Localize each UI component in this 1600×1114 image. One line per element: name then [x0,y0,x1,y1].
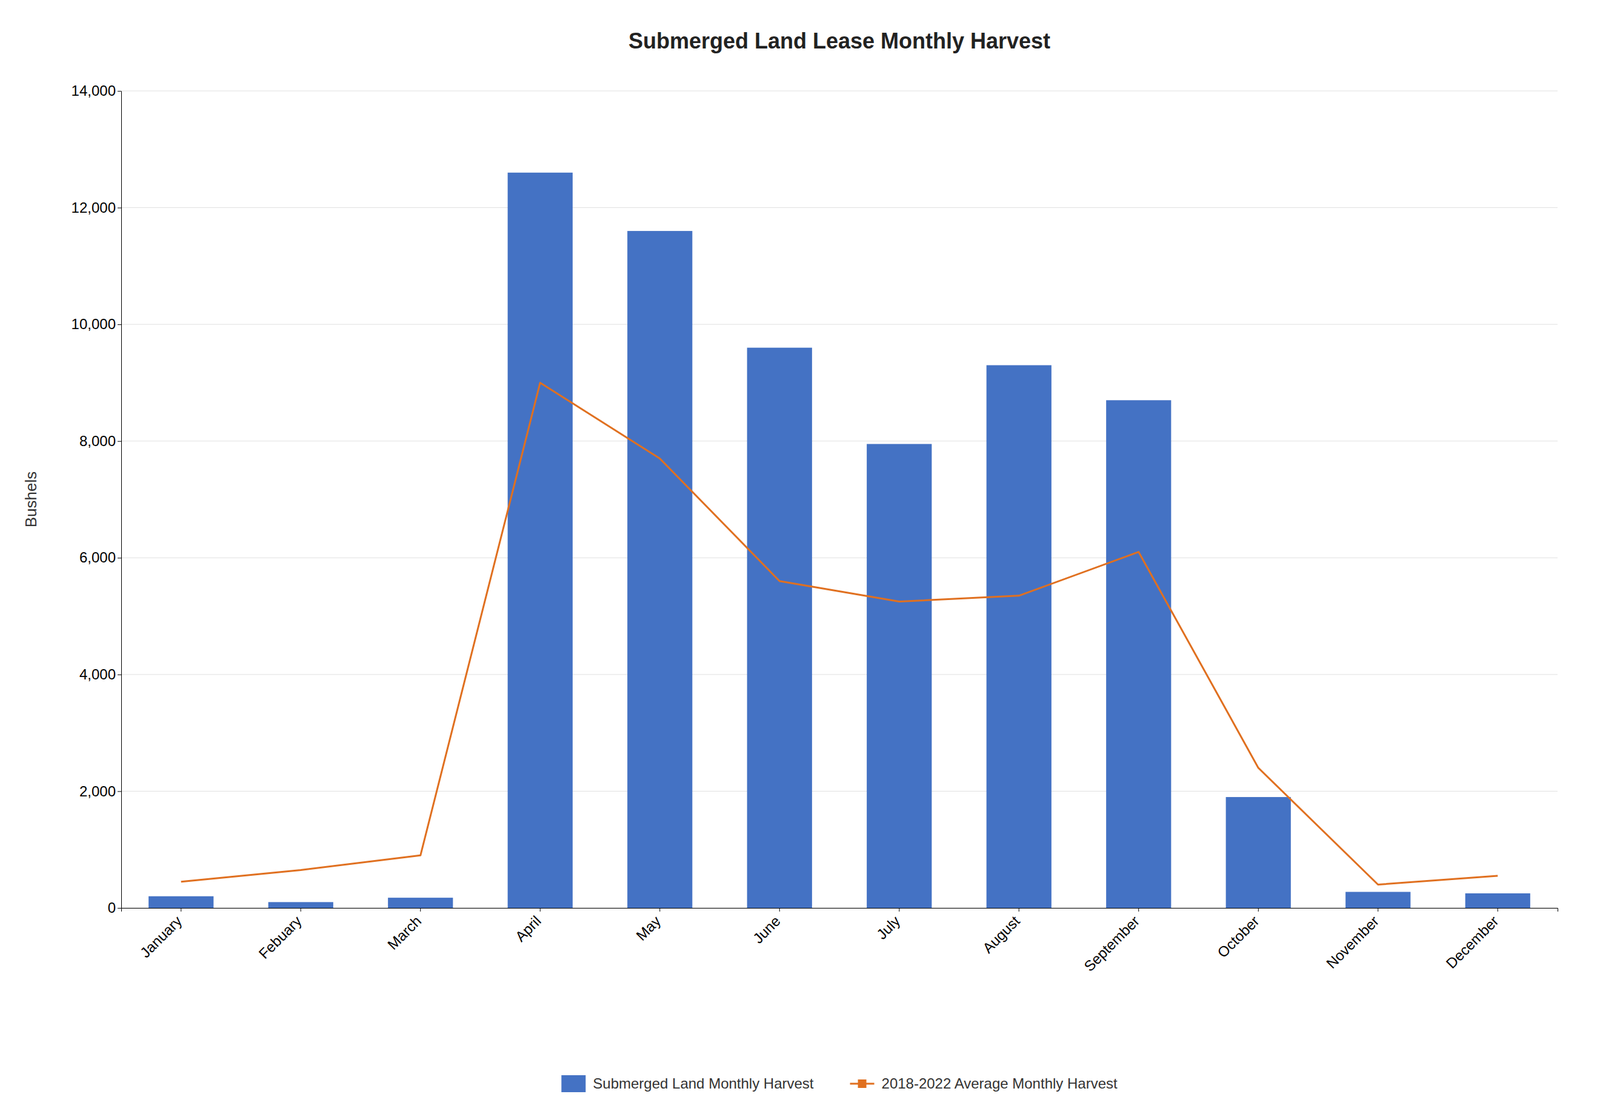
legend-item: 2018-2022 Average Monthly Harvest [850,1075,1118,1092]
x-tick-label: Febuary [255,912,305,962]
grid-line [121,790,1558,792]
legend-item: Submerged Land Monthly Harvest [561,1075,814,1093]
line [181,382,1499,885]
y-tick: 0 [107,899,122,916]
y-axis-line [121,91,122,909]
y-tick-label: 4,000 [79,666,116,683]
plot: 0 2,000 4,000 6,000 8,000 10,000 12,000 14,000 J… [71,82,1559,975]
x-tick-label: June [749,912,784,947]
y-tick: 10,000 [71,315,122,333]
x-tick-label: May [632,912,664,944]
x-tick-mark [1018,907,1020,912]
y-tick: 2,000 [79,783,122,800]
y-tick-label: 8,000 [79,432,116,450]
chart: 0 2,000 4,000 6,000 8,000 10,000 12,000 14,000 J… [0,0,1600,1114]
y-tick-mark [117,207,122,209]
y-axis: 0 2,000 4,000 6,000 8,000 10,000 12,000 14,000 [71,82,122,916]
y-tick-mark [117,907,122,909]
bar [1465,893,1531,908]
bar [507,172,573,908]
x-tick: January [136,907,185,961]
x-tick-mark [180,907,182,912]
legend: Submerged Land Monthly Harvest 2018-2022 … [561,1075,1118,1093]
bar [387,897,453,908]
grid-line [121,557,1558,559]
legend-swatch [561,1075,586,1093]
bar [148,896,214,908]
x-tick-label: December [1442,912,1502,972]
x-tick: April [512,907,545,945]
y-tick-label: 14,000 [71,82,116,99]
bar [627,230,693,908]
x-tick-label: January [136,912,185,961]
x-tick-mark [420,907,421,912]
x-tick-label: July [873,912,904,943]
legend-marker [858,1079,867,1088]
x-tick-label: November [1323,912,1382,972]
x-tick: October [1213,907,1262,961]
x-tick-mark [1258,907,1259,912]
y-tick-mark [117,441,122,442]
grid-line [121,440,1558,442]
x-tick: June [749,907,784,947]
x-tick: July [873,907,904,943]
y-tick-label: 2,000 [79,783,116,800]
bar-series [148,172,1531,908]
x-tick-mark [779,907,780,912]
x-tick-mark [1497,907,1499,912]
x-tick-label: August [979,912,1024,957]
title: Submerged Land Lease Monthly Harvest [628,28,1051,54]
x-tick: March [384,907,425,953]
y-tick-label: 6,000 [79,549,116,566]
bar [1226,796,1291,908]
y-tick: 8,000 [79,432,122,450]
x-tick: November [1323,907,1382,972]
x-tick-mark [540,907,541,912]
x-tick-label: April [512,912,545,945]
x-tick-mark [1138,907,1139,912]
bar [1345,892,1411,908]
x-tick-mark [659,907,660,912]
x-tick: Febuary [255,907,305,962]
bar [747,347,813,908]
x-tick: August [979,907,1024,957]
legend-label: 2018-2022 Average Monthly Harvest [881,1075,1118,1092]
x-tick: September [1080,907,1143,975]
x-tick-label: October [1213,912,1262,961]
x-tick-mark [1377,907,1379,912]
y-tick: 6,000 [79,549,122,566]
x-tick-mark [300,907,302,912]
x-axis: January Febuary March April May June July Augus… [121,907,1559,975]
x-tick-label: March [384,912,425,953]
x-tick-mark [898,907,900,912]
y-tick-mark [117,674,122,676]
grid [121,90,1558,908]
bar [268,901,334,908]
y-tick-mark [117,324,122,325]
y-tick-mark [117,557,122,559]
y-tick-label: 10,000 [71,315,116,333]
y-tick-label: 12,000 [71,199,116,216]
bar [986,365,1052,908]
bar [1106,400,1171,908]
y-tick: 4,000 [79,666,122,683]
y-tick-mark [117,90,122,92]
bar [866,444,932,908]
grid-line [121,673,1558,675]
grid-line [121,207,1558,208]
grid-line [121,324,1558,325]
marks [148,172,1531,908]
y-tick: 14,000 [71,82,122,99]
x-axis-line [121,908,1559,913]
x-tick: December [1442,907,1502,972]
grid-line [121,90,1558,92]
x-tick-label: September [1080,912,1143,975]
y-tick: 12,000 [71,199,122,216]
x-tick: May [632,907,664,944]
legend-label: Submerged Land Monthly Harvest [592,1075,814,1092]
y-axis-title: Bushels [21,471,40,528]
y-tick-label: 0 [107,899,116,916]
y-tick-mark [117,790,122,792]
